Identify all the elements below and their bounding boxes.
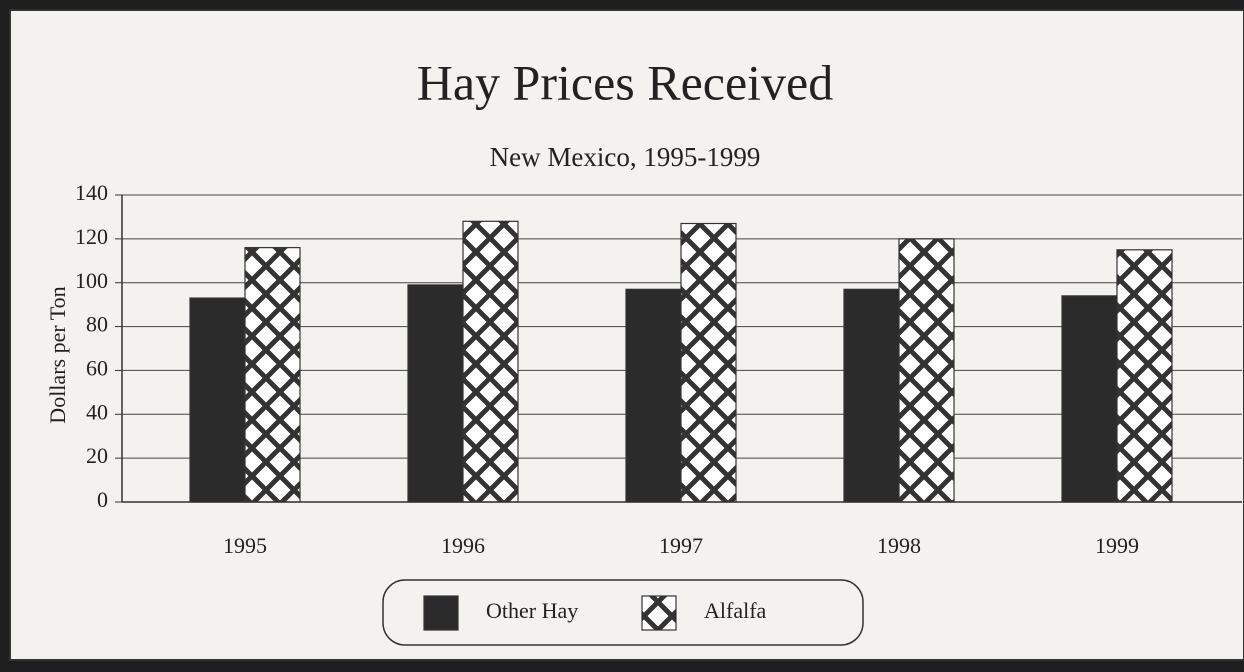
bar xyxy=(462,220,519,503)
legend-swatch xyxy=(423,595,459,631)
x-tick-label: 1999 xyxy=(1095,533,1139,558)
y-tick-label: 20 xyxy=(86,443,108,468)
chart-title: Hay Prices Received xyxy=(417,54,834,110)
x-tick-label: 1997 xyxy=(659,533,703,558)
x-tick-label: 1995 xyxy=(223,533,267,558)
y-tick-label: 80 xyxy=(86,312,108,337)
legend-swatch xyxy=(641,595,677,631)
bar xyxy=(407,284,464,503)
legend-label: Other Hay xyxy=(486,598,578,623)
bar xyxy=(625,288,682,503)
bar xyxy=(1116,249,1173,503)
bar xyxy=(244,247,301,503)
bar xyxy=(898,238,955,503)
y-tick-label: 60 xyxy=(86,355,108,380)
bar xyxy=(189,297,246,503)
y-tick-label: 40 xyxy=(86,399,108,424)
bar xyxy=(1061,295,1118,503)
bar xyxy=(680,222,737,503)
y-tick-label: 100 xyxy=(75,268,108,293)
y-tick-label: 140 xyxy=(75,180,108,205)
y-tick-label: 120 xyxy=(75,224,108,249)
legend-label: Alfalfa xyxy=(704,598,767,623)
y-tick-label: 0 xyxy=(97,487,108,512)
bar xyxy=(843,288,900,503)
y-axis-label: Dollars per Ton xyxy=(45,286,70,423)
legend-box xyxy=(382,579,864,646)
x-tick-label: 1996 xyxy=(441,533,485,558)
x-tick-label: 1998 xyxy=(877,533,921,558)
chart-subtitle: New Mexico, 1995-1999 xyxy=(490,142,761,172)
